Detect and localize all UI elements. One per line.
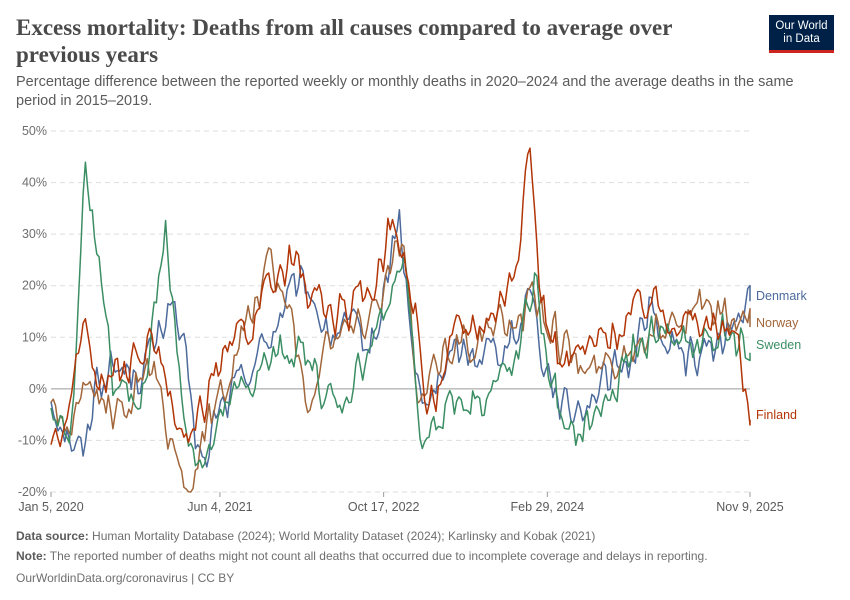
x-tick-label: Jan 5, 2020 [18,500,83,514]
series-line-norway [50,240,751,493]
y-tick-label: -20% [18,485,47,499]
note-label: Note: [16,549,47,563]
x-tick-label: Nov 9, 2025 [716,500,783,514]
series-line-finland [50,147,751,448]
logo-line-2: in Data [783,32,820,45]
series-label-finland: Finland [756,408,797,422]
chart-subtitle: Percentage difference between the report… [16,74,794,109]
owid-logo[interactable]: Our World in Data [769,15,834,52]
logo-accent-bar [769,50,834,53]
chart-title: Excess mortality: Deaths from all causes… [16,15,672,67]
y-tick-label: 10% [22,330,47,344]
x-tick-label: Oct 17, 2022 [348,500,420,514]
footer-note: Note: The reported number of deaths migh… [16,549,836,564]
y-tick-label: 30% [22,227,47,241]
series-label-norway: Norway [756,316,799,330]
footer-source: Data source: Human Mortality Database (2… [16,529,836,544]
series-label-sweden: Sweden [756,338,801,352]
y-tick-label: 20% [22,279,47,293]
x-tick-label: Feb 29, 2024 [511,500,585,514]
note-text: The reported number of deaths might not … [49,549,708,563]
source-text: Human Mortality Database (2024); World M… [92,529,596,543]
x-tick-label: Jun 4, 2021 [187,500,252,514]
y-tick-label: 50% [22,124,47,138]
source-label: Data source: [16,529,89,543]
series-label-denmark: Denmark [756,289,807,303]
excess-mortality-chart: 50% 40% 30% 20% 10% 0% -10% -20%Jan 5, 2020 Jun … [18,124,808,514]
y-tick-label: 40% [22,176,47,190]
y-tick-label: -10% [18,433,47,447]
y-tick-label: 0% [29,382,47,396]
logo-line-1: Our World [775,20,828,32]
series-line-sweden [50,161,751,469]
footer-credit[interactable]: OurWorldinData.org/coronavirus | CC BY [16,571,235,585]
